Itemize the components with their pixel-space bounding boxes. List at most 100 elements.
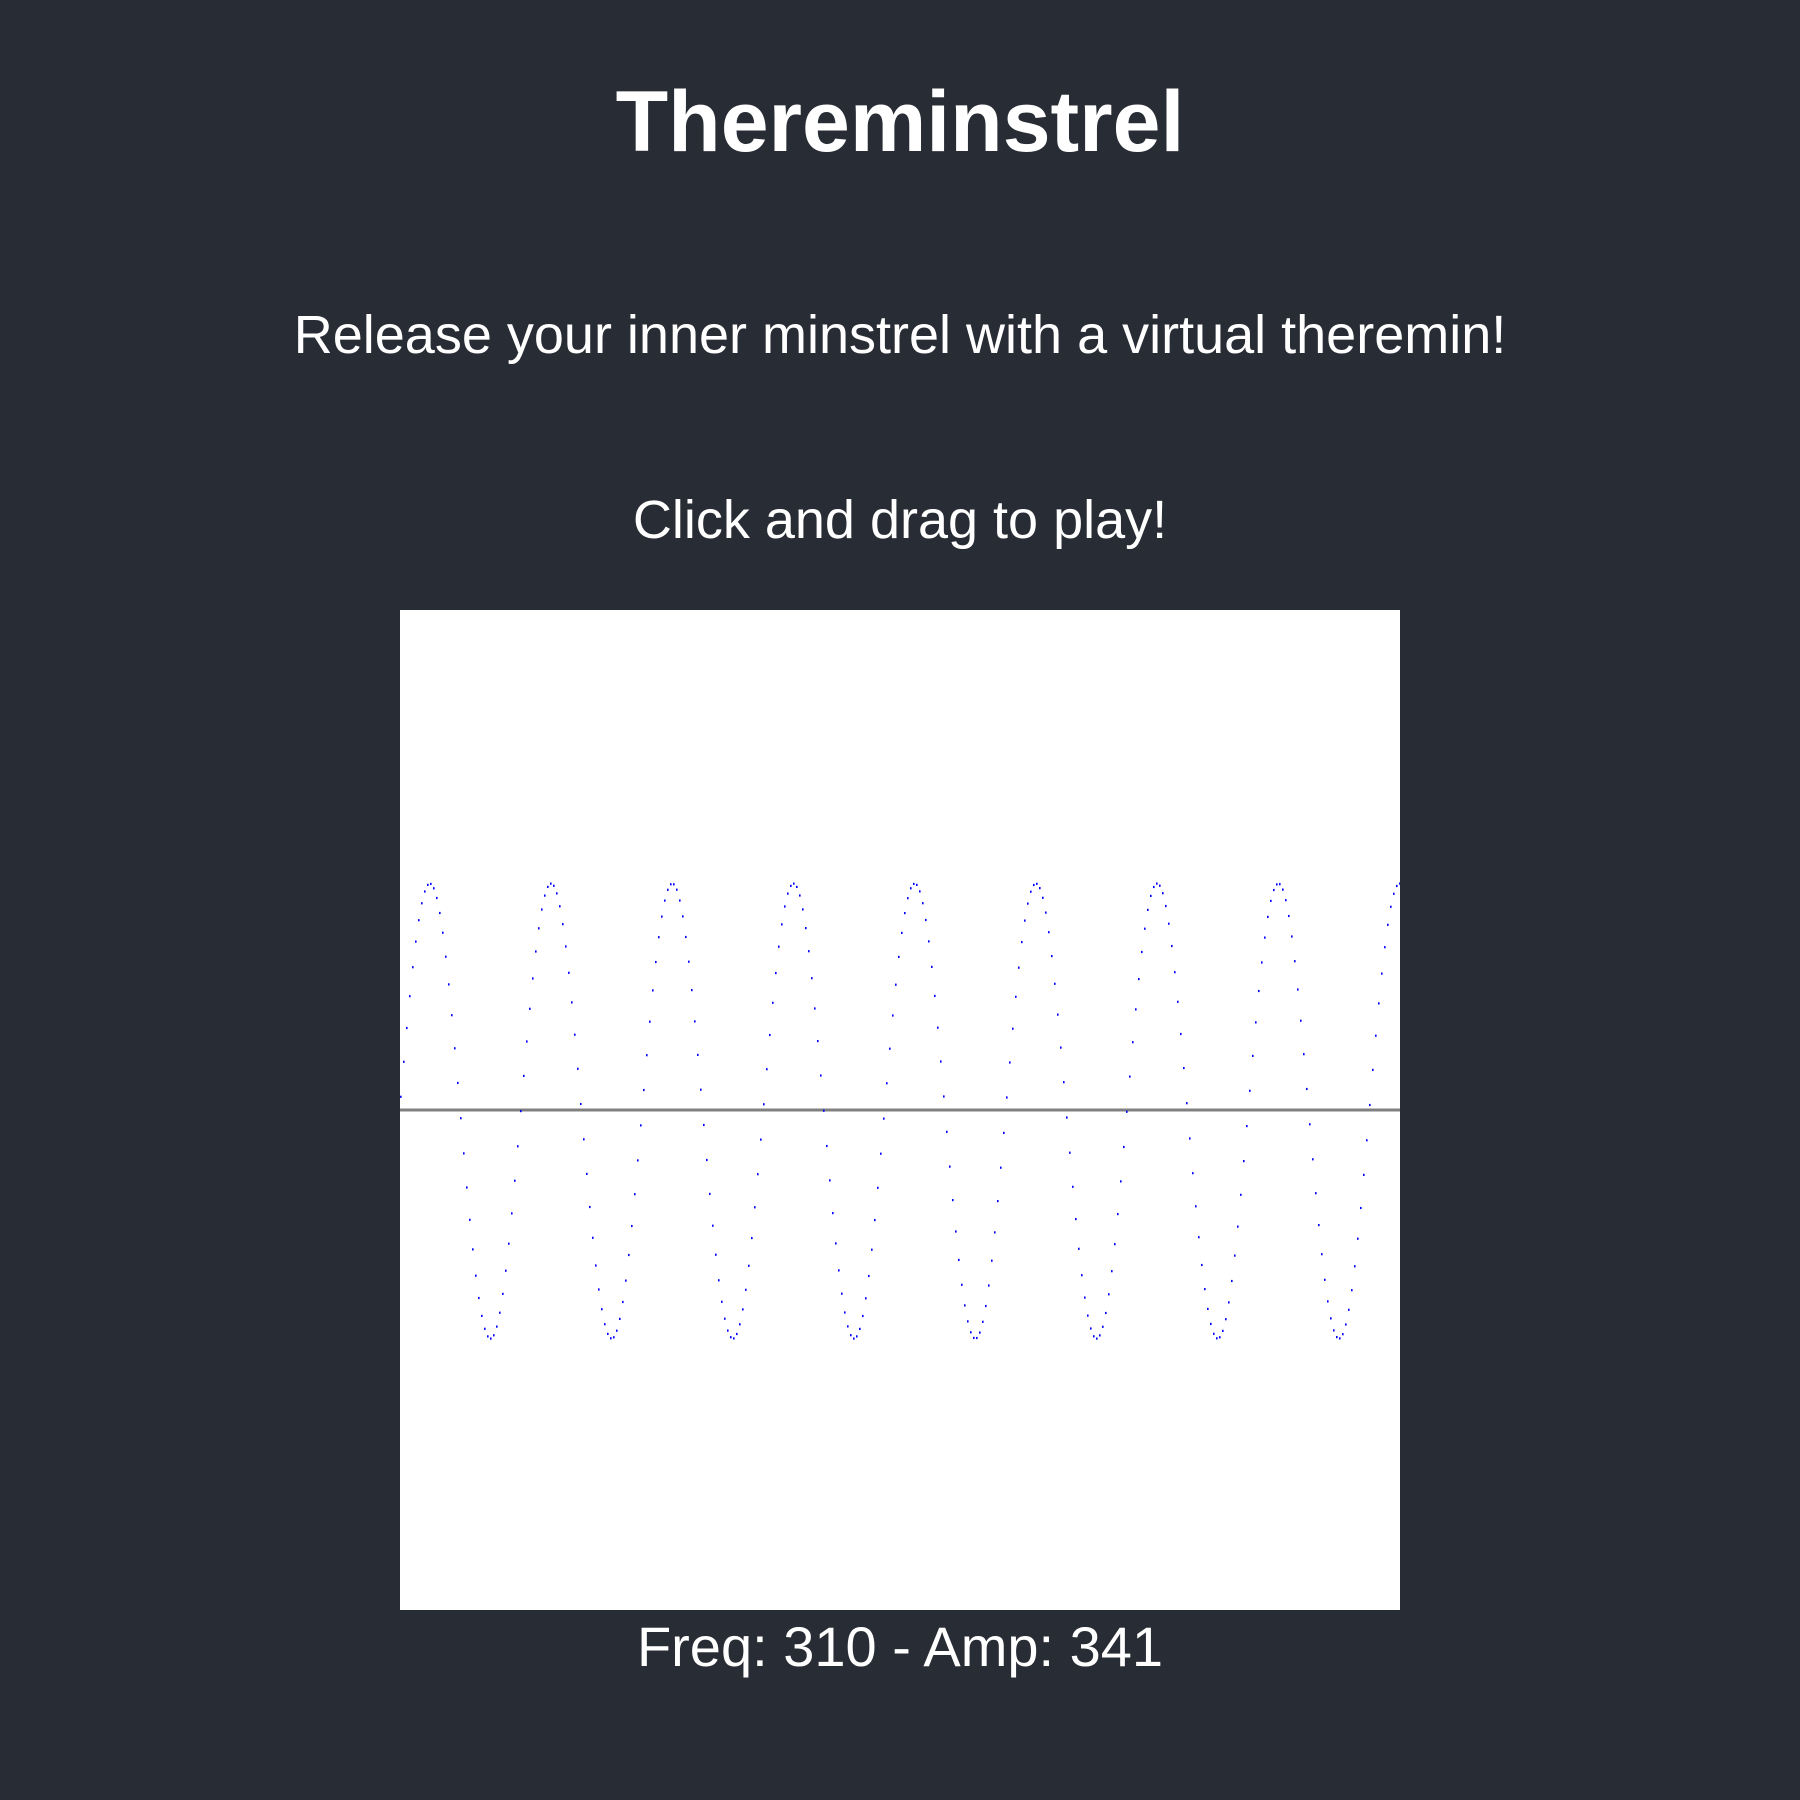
wave-sample [709, 1192, 711, 1195]
wave-sample [835, 1242, 837, 1245]
wave-sample [661, 915, 663, 918]
wave-sample [1354, 1265, 1356, 1268]
wave-sample [577, 1067, 579, 1070]
wave-sample [1036, 882, 1038, 885]
amp-value: 341 [1069, 1615, 1164, 1678]
wave-sample [571, 1001, 573, 1004]
wave-sample [616, 1329, 618, 1332]
wave-sample [844, 1311, 846, 1314]
wave-sample [1069, 1151, 1071, 1154]
wave-sample [673, 883, 675, 886]
wave-sample [520, 1110, 522, 1113]
wave-sample [1162, 892, 1164, 895]
wave-sample [649, 1020, 651, 1023]
wave-sample [919, 890, 921, 893]
wave-sample [715, 1253, 717, 1256]
wave-sample [1249, 1089, 1251, 1092]
wave-sample [1324, 1278, 1326, 1281]
wave-sample [1210, 1322, 1212, 1325]
wave-sample [1126, 1110, 1128, 1113]
wave-sample [838, 1269, 840, 1272]
wave-sample [1051, 955, 1053, 958]
wave-sample [910, 887, 912, 890]
wave-sample [445, 955, 447, 958]
wave-sample [775, 972, 777, 975]
wave-sample [448, 983, 450, 986]
wave-sample [700, 1088, 702, 1091]
wave-sample [1297, 988, 1299, 991]
wave-sample [841, 1292, 843, 1295]
wave-sample [1327, 1300, 1329, 1303]
wave-sample [1267, 915, 1269, 918]
wave-sample [1381, 972, 1383, 975]
wave-sample [988, 1284, 990, 1287]
wave-sample [1012, 1027, 1014, 1030]
wave-sample [796, 885, 798, 888]
wave-sample [589, 1205, 591, 1209]
waveform-trace [400, 882, 1400, 1340]
wave-sample [634, 1193, 636, 1196]
wave-sample [991, 1259, 993, 1262]
wave-sample [1096, 1337, 1098, 1340]
wave-sample [829, 1179, 831, 1182]
wave-sample [895, 983, 897, 986]
wave-sample [667, 888, 669, 891]
wave-sample [1075, 1218, 1077, 1221]
wave-sample [643, 1088, 645, 1092]
wave-sample [805, 927, 807, 930]
wave-sample [1228, 1301, 1230, 1304]
wave-sample [541, 908, 543, 911]
freq-amp-readout: Freq: 310 - Amp: 341 [0, 1612, 1800, 1682]
wave-sample [400, 1095, 402, 1098]
wave-sample [544, 894, 546, 897]
wave-sample [1273, 888, 1275, 892]
wave-sample [811, 977, 813, 980]
wave-sample [676, 888, 678, 891]
wave-sample [487, 1335, 489, 1338]
wave-sample [790, 884, 792, 887]
wave-sample [943, 1095, 945, 1098]
wave-sample [466, 1186, 468, 1189]
wave-sample [934, 994, 936, 997]
wave-sample [613, 1336, 615, 1339]
wave-sample [769, 1033, 771, 1037]
wave-sample [496, 1325, 498, 1328]
theremin-canvas[interactable] [400, 610, 1400, 1610]
wave-sample [652, 989, 654, 992]
wave-sample [958, 1258, 960, 1261]
wave-sample [1039, 887, 1041, 890]
wave-sample [1279, 883, 1281, 886]
wave-sample [1180, 1032, 1182, 1036]
wave-sample [1090, 1327, 1092, 1330]
wave-sample [562, 923, 564, 926]
wave-sample [655, 960, 657, 964]
wave-sample [1222, 1329, 1224, 1332]
wave-sample [952, 1199, 954, 1202]
wave-sample [1189, 1137, 1191, 1140]
wave-sample [1372, 1068, 1374, 1071]
wave-sample [421, 902, 423, 905]
wave-sample [1120, 1180, 1122, 1183]
wave-sample [1213, 1332, 1215, 1335]
wave-sample [556, 892, 558, 895]
wave-sample [760, 1138, 762, 1141]
wave-sample [493, 1334, 495, 1337]
wave-sample [628, 1253, 630, 1257]
wave-sample [922, 902, 924, 905]
wave-sample [1042, 896, 1044, 899]
wave-sample [592, 1236, 594, 1239]
wave-sample [1342, 1333, 1344, 1336]
wave-sample [412, 966, 414, 969]
wave-sample [1147, 908, 1149, 911]
wave-sample [619, 1317, 621, 1320]
wave-sample [1201, 1263, 1203, 1267]
wave-sample [658, 936, 660, 939]
waveform-display[interactable] [400, 610, 1400, 1610]
wave-sample [457, 1081, 459, 1084]
wave-sample [1141, 950, 1143, 954]
wave-sample [1171, 944, 1173, 948]
wave-sample [973, 1336, 975, 1339]
wave-sample [727, 1329, 729, 1332]
wave-sample [1144, 927, 1146, 930]
